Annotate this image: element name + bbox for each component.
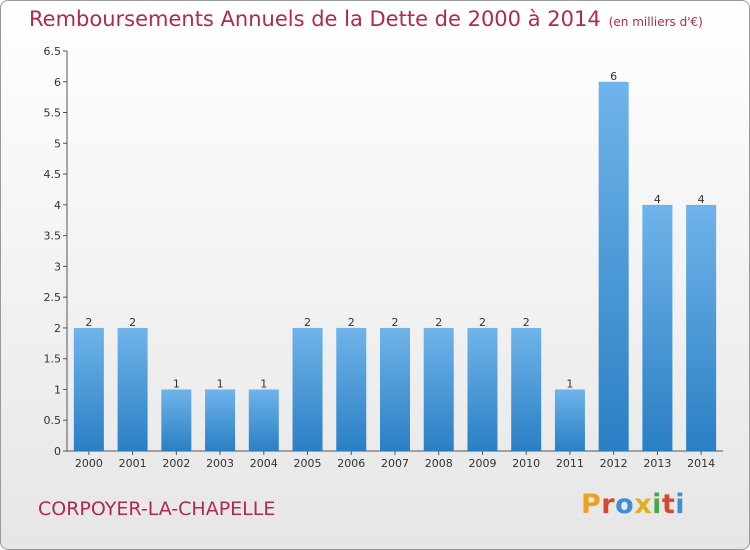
bar-value-label-2005: 2 (304, 316, 311, 329)
x-tick-label-2014: 2014 (687, 457, 715, 470)
bar-value-label-2014: 4 (698, 193, 705, 206)
y-tick-label: 0 (54, 445, 61, 458)
bar-value-label-2012: 6 (610, 70, 617, 83)
x-tick-label-2007: 2007 (381, 457, 409, 470)
bar-2007[interactable] (380, 327, 410, 451)
bar-2008[interactable] (423, 327, 454, 451)
bar-2006[interactable] (336, 327, 367, 451)
y-tick-label: 1 (54, 383, 61, 396)
bar-value-label-2013: 4 (654, 193, 661, 206)
x-tick-label-2001: 2001 (119, 457, 147, 470)
bar-2010[interactable] (511, 327, 542, 451)
chart-title: Remboursements Annuels de la Dette de 20… (29, 7, 703, 31)
logo-letter: r (601, 489, 616, 520)
bar-2013[interactable] (642, 204, 673, 451)
y-tick-label: 1.5 (44, 353, 62, 366)
x-tick-label-2009: 2009 (468, 457, 496, 470)
x-tick-label-2003: 2003 (206, 457, 234, 470)
logo-letter: o (615, 489, 635, 520)
bar-2011[interactable] (554, 389, 585, 451)
bar-value-label-2010: 2 (523, 316, 530, 329)
y-tick-label: 6.5 (44, 45, 62, 58)
bar-value-label-2008: 2 (435, 316, 442, 329)
y-tick-label: 0.5 (44, 414, 62, 427)
logo-letter: x (634, 489, 653, 520)
proxiti-logo[interactable]: Proxiti (581, 489, 685, 520)
x-axis-labels: 2000 2001 2002 2003 2004 2005 2006 2007 2008 2009… (75, 457, 715, 470)
bar-2002[interactable] (161, 389, 192, 451)
bar-value-label-2009: 2 (479, 316, 486, 329)
bar-2001[interactable] (117, 327, 148, 451)
logo-letter: P (581, 489, 602, 520)
y-tick-label: 2 (54, 322, 61, 335)
bar-value-labels: 2 2 1 1 1 2 2 2 2 2 2 1 6 4 4 (85, 70, 704, 391)
bar-value-label-2001: 2 (129, 316, 136, 329)
bar-value-label-2007: 2 (392, 316, 399, 329)
bar-value-label-2006: 2 (348, 316, 355, 329)
bar-value-label-2002: 1 (173, 377, 180, 390)
chart-bars (73, 81, 717, 452)
logo-letter: t (661, 489, 676, 520)
chart-unit: (en milliers d'€) (608, 15, 703, 29)
x-tick-label-2010: 2010 (512, 457, 540, 470)
y-axis-labels: 0 0.5 1 1.5 2 2.5 3 3.5 4 4.5 5 5.5 6 6.5 (44, 45, 62, 458)
commune-name: CORPOYER-LA-CHAPELLE (38, 498, 276, 520)
x-tick-label-2000: 2000 (75, 457, 103, 470)
bar-value-label-2000: 2 (85, 316, 92, 329)
logo-letter: i (652, 489, 662, 520)
bar-2012[interactable] (598, 81, 629, 452)
x-tick-label-2012: 2012 (600, 457, 628, 470)
x-tick-label-2006: 2006 (337, 457, 365, 470)
logo-letter: i (675, 489, 686, 520)
chart-title-text: Remboursements Annuels de la Dette de 20… (29, 7, 601, 31)
y-tick-label: 3.5 (44, 230, 62, 243)
bar-value-label-2003: 1 (217, 377, 224, 390)
y-tick-label: 4.5 (44, 168, 62, 181)
x-tick-label-2013: 2013 (643, 457, 671, 470)
y-tick-label: 3 (54, 260, 61, 273)
x-tick-label-2011: 2011 (556, 457, 584, 470)
y-tick-label: 5 (54, 137, 61, 150)
x-tick-label-2002: 2002 (162, 457, 190, 470)
y-tick-label: 2.5 (44, 291, 62, 304)
x-tick-label-2004: 2004 (250, 457, 278, 470)
bar-2009[interactable] (467, 327, 498, 451)
bar-2003[interactable] (205, 389, 236, 451)
y-tick-label: 5.5 (44, 107, 62, 120)
bar-value-label-2004: 1 (260, 377, 267, 390)
y-tick-label: 6 (54, 76, 61, 89)
x-tick-label-2005: 2005 (294, 457, 322, 470)
bar-2004[interactable] (248, 389, 279, 451)
bar-2014[interactable] (686, 204, 717, 451)
x-tick-label-2008: 2008 (425, 457, 453, 470)
y-tick-label: 4 (54, 199, 61, 212)
bar-value-label-2011: 1 (566, 377, 573, 390)
bar-2005[interactable] (292, 327, 323, 451)
bar-2000[interactable] (73, 327, 104, 451)
